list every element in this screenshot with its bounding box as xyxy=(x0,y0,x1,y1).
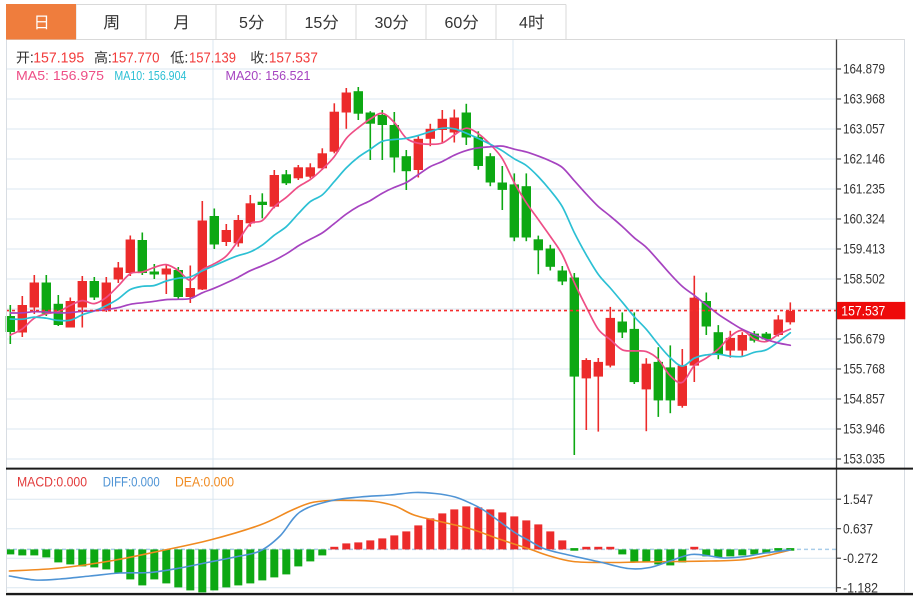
svg-text:4: 4 xyxy=(519,15,528,32)
svg-text:1.547: 1.547 xyxy=(843,492,873,507)
svg-text:164.879: 164.879 xyxy=(843,62,885,77)
svg-text:160.324: 160.324 xyxy=(843,212,885,227)
svg-text:MA5: 156.975: MA5: 156.975 xyxy=(16,68,104,83)
svg-text:30: 30 xyxy=(375,15,393,32)
svg-text::: : xyxy=(30,50,34,67)
svg-text:MA10: 156.904: MA10: 156.904 xyxy=(114,68,186,83)
svg-text:157.537: 157.537 xyxy=(841,303,885,318)
svg-text:163.057: 163.057 xyxy=(843,122,885,137)
svg-text:161.235: 161.235 xyxy=(843,182,885,197)
svg-text:162.146: 162.146 xyxy=(843,152,885,167)
svg-text:MACD:0.000: MACD:0.000 xyxy=(17,474,87,490)
svg-text:156.679: 156.679 xyxy=(843,332,885,347)
svg-text:157.195: 157.195 xyxy=(33,50,84,67)
svg-text:DIFF:0.000: DIFF:0.000 xyxy=(103,474,160,490)
svg-text:153.035: 153.035 xyxy=(843,452,885,467)
svg-text:157.139: 157.139 xyxy=(189,50,236,67)
svg-text:60: 60 xyxy=(445,15,463,32)
svg-text:159.413: 159.413 xyxy=(843,242,885,257)
svg-text::: : xyxy=(184,50,188,67)
svg-text:154.857: 154.857 xyxy=(843,392,885,407)
svg-text:15: 15 xyxy=(305,15,323,32)
svg-text:-1.182: -1.182 xyxy=(843,580,878,595)
svg-text:5: 5 xyxy=(239,15,248,32)
svg-text:163.968: 163.968 xyxy=(843,92,885,107)
svg-text:153.946: 153.946 xyxy=(843,422,885,437)
svg-text:157.537: 157.537 xyxy=(269,50,318,67)
svg-text:155.768: 155.768 xyxy=(843,362,885,377)
svg-text:0.637: 0.637 xyxy=(843,521,873,536)
svg-text:-0.272: -0.272 xyxy=(843,551,878,566)
svg-text:MA20: 156.521: MA20: 156.521 xyxy=(226,68,311,83)
svg-text::: : xyxy=(108,50,112,67)
svg-text:157.770: 157.770 xyxy=(112,50,160,67)
svg-text:DEA:0.000: DEA:0.000 xyxy=(175,474,234,490)
svg-text::: : xyxy=(264,50,268,67)
svg-text:158.502: 158.502 xyxy=(843,272,885,287)
